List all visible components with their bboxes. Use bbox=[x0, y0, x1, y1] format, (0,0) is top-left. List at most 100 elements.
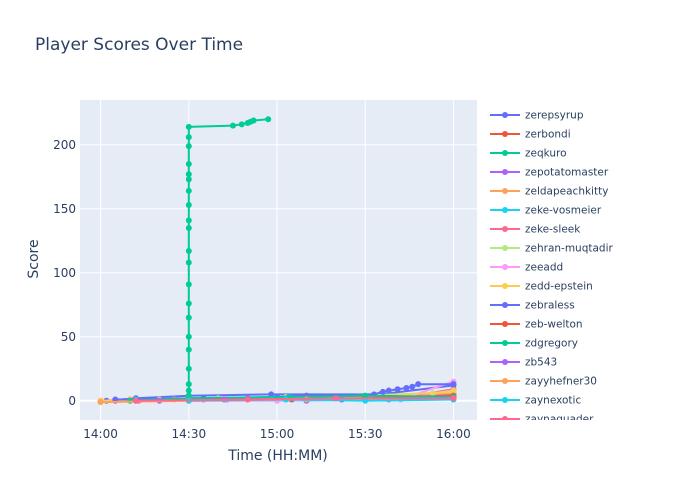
data-point[interactable] bbox=[268, 391, 275, 398]
data-point[interactable] bbox=[185, 333, 192, 340]
data-point[interactable] bbox=[244, 396, 251, 403]
legend-label: zeeadd bbox=[525, 262, 563, 274]
data-point[interactable] bbox=[450, 395, 457, 402]
legend-label: zeqkuro bbox=[525, 148, 567, 160]
series-line bbox=[135, 397, 454, 402]
legend-item[interactable]: zeldapeachkitty bbox=[490, 186, 608, 198]
data-point[interactable] bbox=[403, 385, 410, 391]
x-tick-label: 14:30 bbox=[172, 427, 207, 441]
legend-item[interactable]: zeqkuro bbox=[490, 148, 567, 160]
data-point[interactable] bbox=[185, 387, 192, 394]
data-point[interactable] bbox=[97, 399, 104, 406]
data-point[interactable] bbox=[185, 201, 192, 208]
data-point[interactable] bbox=[185, 346, 192, 353]
data-point[interactable] bbox=[185, 217, 192, 224]
legend-item[interactable]: zeke-sleek bbox=[490, 224, 581, 236]
legend-label: zaynaguader bbox=[525, 414, 594, 426]
legend[interactable]: zerepsyrup zerbondi zeqkuro zepotatomaster z… bbox=[490, 110, 614, 426]
legend-label: zaynexotic bbox=[525, 395, 581, 407]
x-tick-label: 15:30 bbox=[348, 427, 383, 441]
data-point[interactable] bbox=[379, 388, 386, 395]
data-point[interactable] bbox=[362, 397, 369, 404]
legend-item[interactable]: zebraless bbox=[490, 300, 575, 312]
data-point[interactable] bbox=[362, 392, 369, 399]
data-point[interactable] bbox=[185, 161, 192, 167]
legend-label: zedd-epstein bbox=[525, 281, 593, 293]
x-tick-label: 14:00 bbox=[83, 427, 118, 441]
legend-marker bbox=[502, 112, 508, 118]
data-point[interactable] bbox=[185, 187, 192, 194]
y-tick-label: 150 bbox=[53, 202, 76, 216]
data-point[interactable] bbox=[185, 248, 192, 255]
series-line bbox=[187, 118, 269, 401]
legend-item[interactable]: zdgregory bbox=[490, 338, 578, 350]
y-axis-ticks: 0 50 100 150 200 bbox=[53, 138, 76, 408]
legend-marker bbox=[502, 207, 508, 213]
legend-item[interactable]: zeeadd bbox=[490, 262, 563, 274]
series-zaynaguader[interactable] bbox=[132, 395, 457, 404]
data-point[interactable] bbox=[332, 395, 339, 402]
legend-marker bbox=[502, 226, 508, 232]
legend-label: zeke-sleek bbox=[525, 224, 581, 236]
data-point[interactable] bbox=[185, 225, 192, 231]
legend-marker bbox=[502, 359, 508, 365]
data-point[interactable] bbox=[450, 381, 457, 388]
legend-marker bbox=[502, 378, 508, 384]
y-tick-label: 50 bbox=[61, 330, 76, 344]
legend-marker bbox=[502, 264, 508, 270]
legend-label: zdgregory bbox=[525, 338, 578, 350]
data-point[interactable] bbox=[265, 116, 272, 123]
data-point[interactable] bbox=[229, 122, 236, 129]
y-tick-label: 0 bbox=[68, 394, 76, 408]
legend-item[interactable]: zerepsyrup bbox=[490, 110, 584, 122]
legend-label: zebraless bbox=[525, 300, 575, 312]
x-tick-label: 16:00 bbox=[436, 427, 471, 441]
legend-item[interactable]: zeke-vosmeier bbox=[490, 205, 602, 217]
data-point[interactable] bbox=[185, 123, 192, 130]
legend-item[interactable]: zayyhefner30 bbox=[490, 376, 597, 388]
data-point[interactable] bbox=[238, 121, 245, 128]
data-point[interactable] bbox=[415, 381, 422, 388]
data-point[interactable] bbox=[185, 314, 192, 321]
chart-title: Player Scores Over Time bbox=[35, 35, 243, 55]
legend-item[interactable]: zb543 bbox=[490, 357, 557, 369]
data-point[interactable] bbox=[394, 386, 401, 393]
data-point[interactable] bbox=[185, 365, 192, 372]
legend-label: zayyhefner30 bbox=[525, 376, 597, 388]
y-tick-label: 200 bbox=[53, 138, 76, 152]
data-point[interactable] bbox=[250, 117, 257, 124]
data-point[interactable] bbox=[385, 387, 392, 394]
legend-item[interactable]: zerbondi bbox=[490, 129, 571, 141]
data-point[interactable] bbox=[185, 259, 192, 266]
legend-marker bbox=[502, 245, 508, 251]
legend-item[interactable]: zedd-epstein bbox=[490, 281, 593, 293]
data-point[interactable] bbox=[185, 143, 192, 150]
data-point[interactable] bbox=[185, 171, 192, 178]
y-axis-title: Score bbox=[26, 239, 42, 278]
data-point[interactable] bbox=[185, 134, 192, 141]
data-point[interactable] bbox=[409, 383, 416, 390]
legend-marker bbox=[502, 340, 508, 346]
legend-item[interactable]: zeb-welton bbox=[490, 319, 583, 331]
legend-marker bbox=[502, 150, 508, 156]
legend-label: zb543 bbox=[525, 357, 557, 369]
legend-item[interactable]: zaynaguader bbox=[490, 414, 594, 426]
data-point[interactable] bbox=[185, 176, 192, 183]
legend-item[interactable]: zepotatomaster bbox=[490, 167, 609, 179]
plot-area bbox=[80, 100, 477, 420]
data-point[interactable] bbox=[132, 397, 139, 404]
series-zeqkuro[interactable] bbox=[185, 116, 272, 404]
legend-item[interactable]: zehran-muqtadir bbox=[490, 243, 614, 255]
legend-item[interactable]: zaynexotic bbox=[490, 395, 581, 407]
legend-label: zepotatomaster bbox=[525, 167, 609, 179]
legend-label: zerbondi bbox=[525, 129, 571, 141]
series-layer bbox=[97, 116, 457, 406]
y-tick-label: 100 bbox=[53, 266, 76, 280]
data-point[interactable] bbox=[185, 300, 192, 307]
legend-marker bbox=[502, 416, 508, 420]
x-axis-ticks: 14:00 14:30 15:00 15:30 16:00 bbox=[83, 427, 470, 441]
data-point[interactable] bbox=[185, 381, 192, 388]
data-point[interactable] bbox=[185, 281, 192, 288]
legend-label: zeke-vosmeier bbox=[525, 205, 602, 217]
